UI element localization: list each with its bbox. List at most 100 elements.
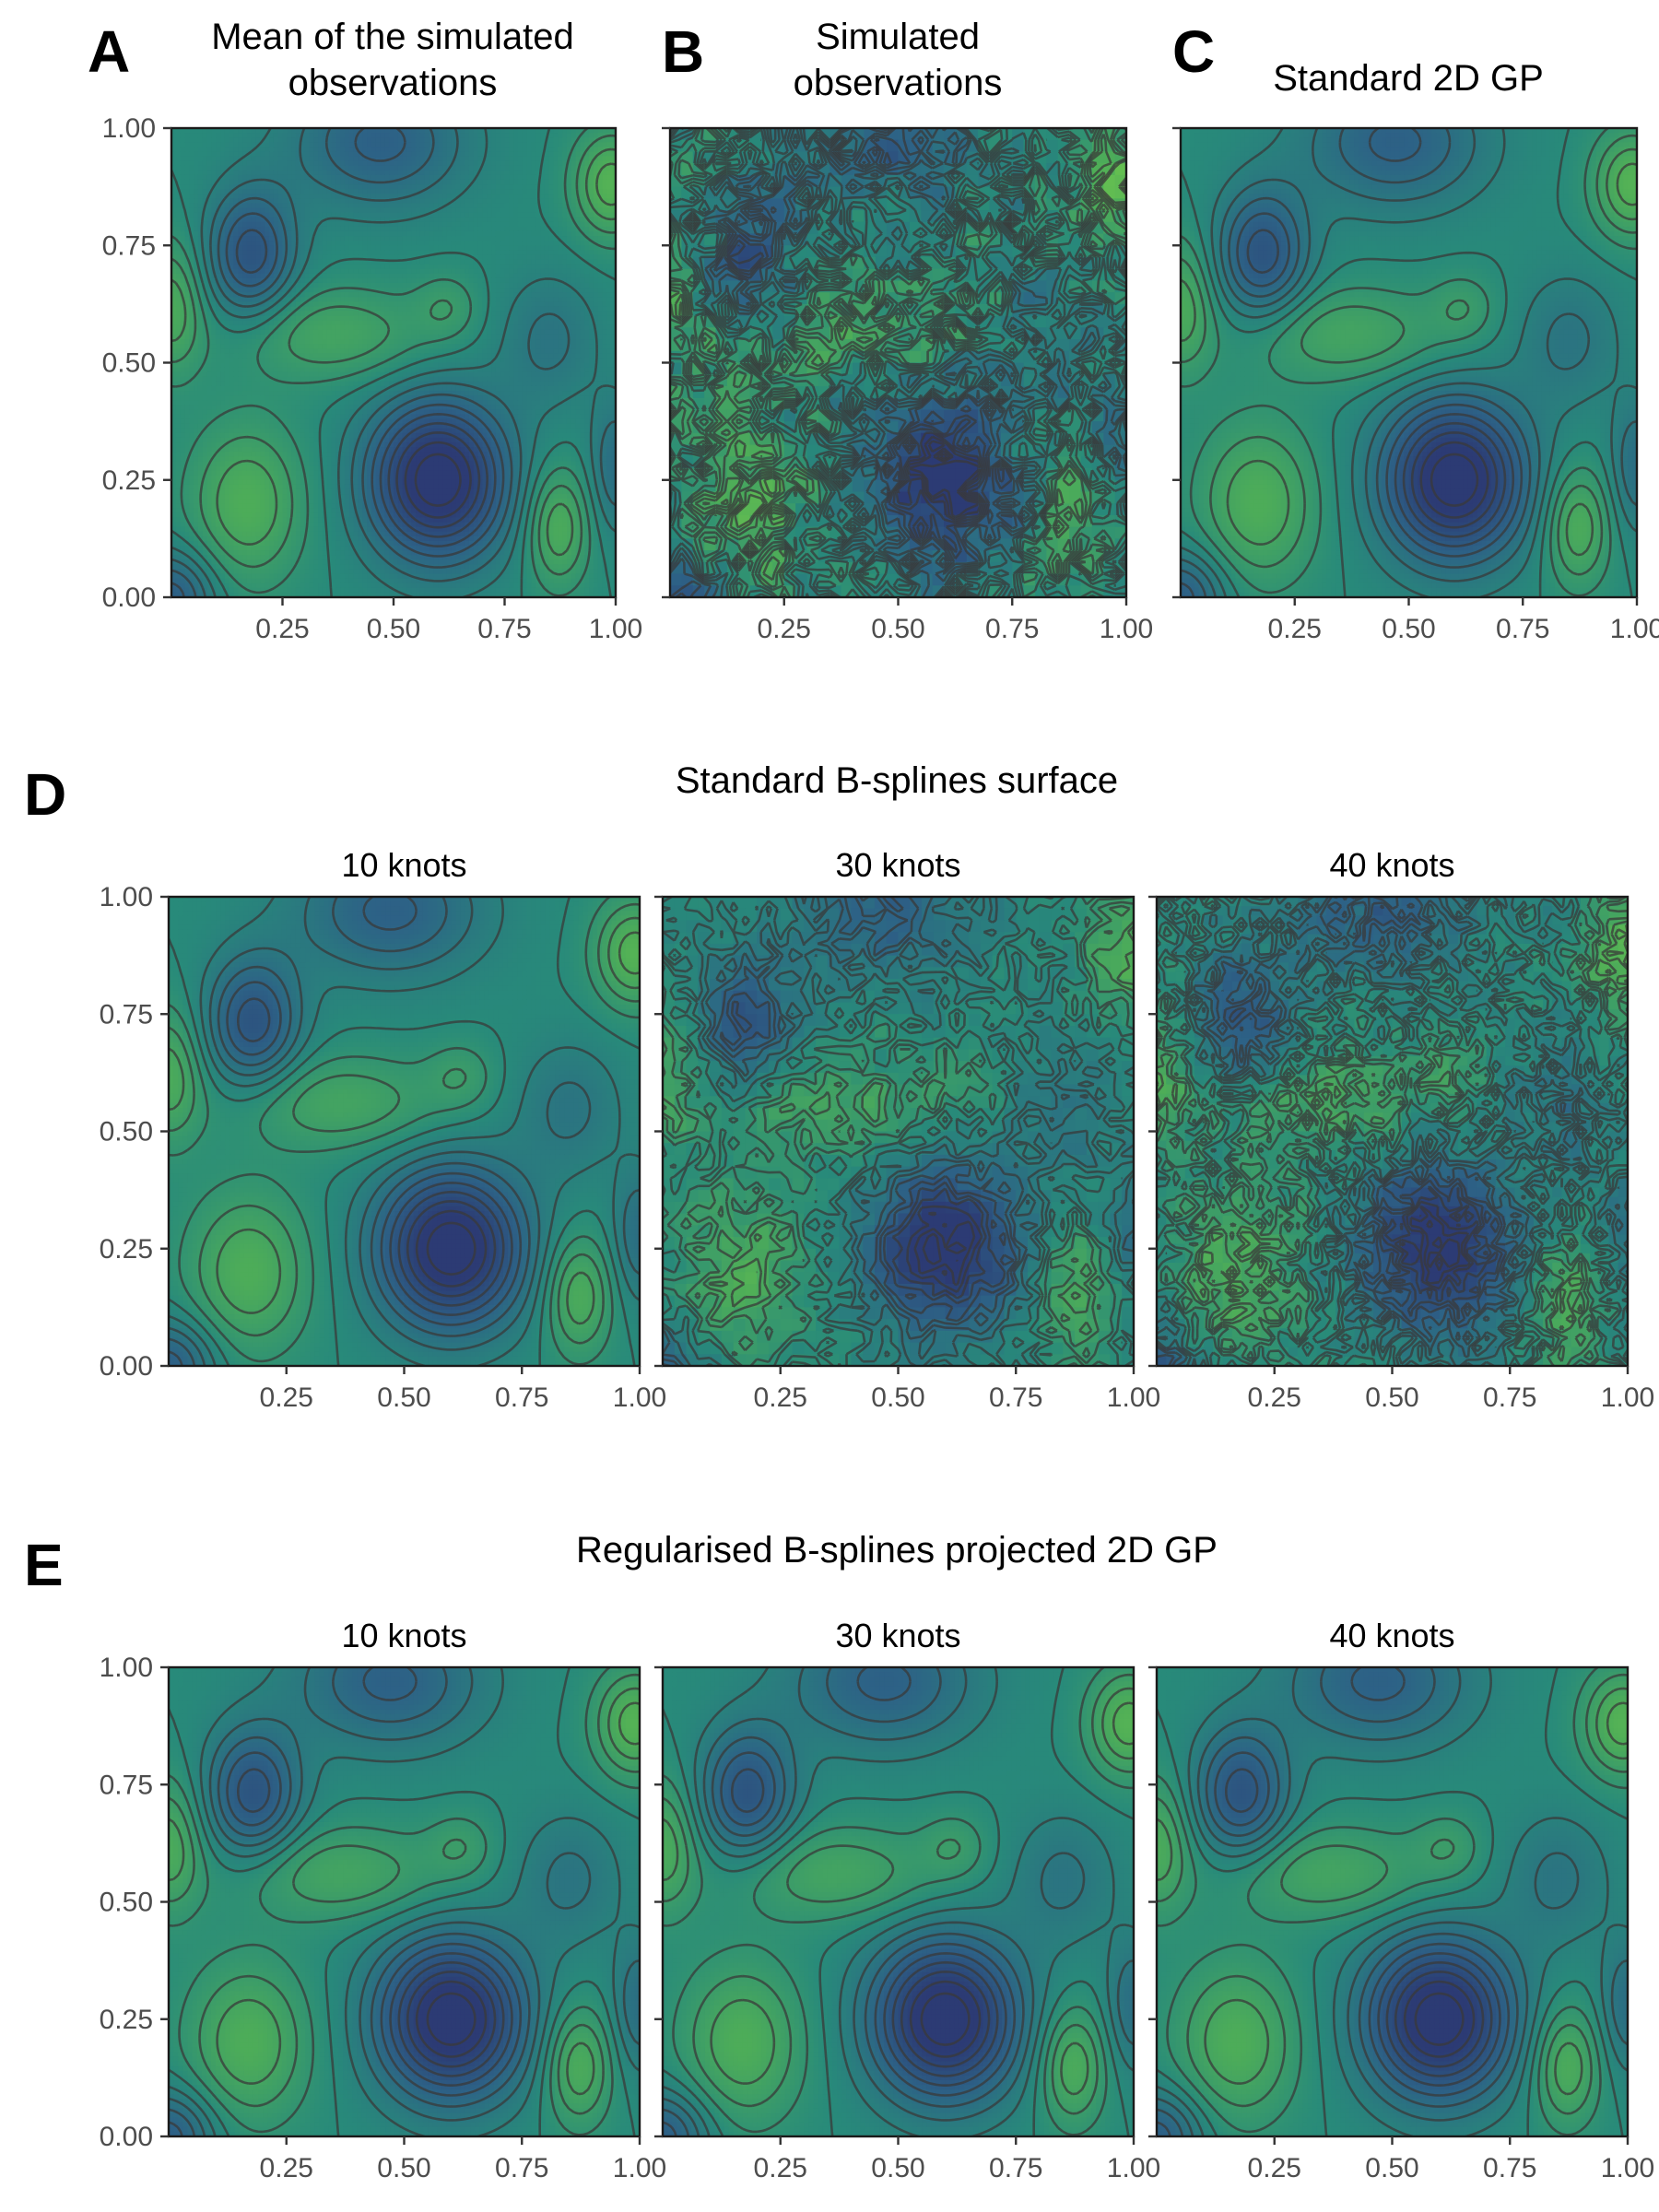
heat-cell: [318, 353, 323, 359]
heat-cell: [513, 194, 518, 199]
heat-cell: [545, 166, 549, 171]
heat-cell: [554, 344, 559, 349]
heat-cell: [606, 137, 611, 143]
heat-cell: [291, 157, 296, 162]
heat-cell: [558, 147, 562, 152]
heat-cell: [332, 137, 336, 143]
heat-cell: [576, 147, 581, 152]
heat-cell: [540, 297, 545, 302]
heat-cell: [394, 213, 398, 218]
heat-cell: [332, 335, 336, 340]
heat-cell: [500, 222, 505, 228]
heat-cell: [278, 166, 283, 171]
heat-cell: [523, 316, 527, 322]
heat-cell: [256, 171, 261, 176]
heat-cell: [606, 194, 611, 199]
heat-cell: [313, 161, 318, 167]
heat-cell: [509, 241, 513, 246]
heat-cell: [460, 142, 465, 147]
heat-cell: [416, 260, 420, 265]
heat-cell: [455, 241, 460, 246]
heat-cell: [309, 222, 313, 228]
heat-cell: [323, 339, 327, 345]
heat-cell: [274, 175, 278, 181]
heat-cell: [278, 147, 283, 152]
heat-cell: [513, 339, 518, 345]
heat-cell: [340, 213, 345, 218]
heat-cell: [567, 292, 571, 298]
heat-cell: [406, 142, 411, 147]
heat-cell: [558, 330, 562, 335]
heat-cell: [491, 344, 496, 349]
heat-cell: [465, 274, 469, 279]
heat-cell: [509, 171, 513, 176]
heat-cell: [598, 265, 603, 270]
heat-cell: [384, 274, 389, 279]
heat-cell: [394, 250, 398, 255]
heat-cell: [309, 306, 313, 312]
heat-cell: [211, 147, 216, 152]
heat-cell: [598, 236, 603, 241]
heat-cell: [362, 142, 367, 147]
heat-cell: [220, 358, 225, 363]
heat-cell: [518, 339, 523, 345]
heat-cell: [406, 250, 411, 255]
heat-cell: [447, 241, 452, 246]
heat-cell: [438, 227, 442, 232]
heat-cell: [554, 335, 559, 340]
heat-cell: [252, 297, 256, 302]
heat-cell: [278, 198, 283, 204]
heat-cell: [269, 133, 274, 138]
heat-cell: [398, 358, 403, 363]
heat-cell: [278, 353, 283, 359]
heat-cell: [406, 306, 411, 312]
heat-cell: [291, 344, 296, 349]
heat-cell: [376, 227, 381, 232]
heat-cell: [606, 213, 611, 218]
heat-cell: [558, 198, 562, 204]
heat-cell: [474, 283, 478, 288]
heat-cell: [354, 241, 359, 246]
heat-cell: [335, 330, 340, 335]
heat-cell: [305, 227, 310, 232]
heat-cell: [406, 269, 411, 275]
heat-cell: [242, 288, 247, 293]
heat-cell: [571, 292, 576, 298]
heat-cell: [433, 157, 438, 162]
heat-cell: [362, 292, 367, 298]
heat-cell: [349, 278, 354, 284]
heat-cell: [349, 208, 354, 214]
heat-cell: [500, 137, 505, 143]
heat-cell: [238, 189, 242, 194]
heat-cell: [238, 321, 242, 326]
heat-cell: [523, 194, 527, 199]
heat-cell: [313, 133, 318, 138]
heat-cell: [589, 151, 594, 157]
heat-cell: [274, 133, 278, 138]
heat-cell: [252, 358, 256, 363]
heat-cell: [247, 142, 252, 147]
heat-cell: [256, 157, 261, 162]
heat-cell: [598, 260, 603, 265]
heat-cell: [447, 321, 452, 326]
heat-cell: [194, 208, 198, 214]
heat-cell: [309, 213, 313, 218]
heat-cell: [403, 306, 407, 312]
heat-cell: [216, 358, 220, 363]
heat-cell: [531, 151, 535, 157]
heat-cell: [562, 222, 567, 228]
heat-cell: [184, 358, 189, 363]
heat-cell: [367, 241, 371, 246]
heat-cell: [603, 306, 607, 312]
heat-cell: [478, 147, 483, 152]
heat-cell: [513, 222, 518, 228]
heat-cell: [594, 301, 598, 307]
heat-cell: [345, 236, 349, 241]
heat-cell: [474, 151, 478, 157]
heat-cell: [442, 330, 447, 335]
heat-cell: [465, 358, 469, 363]
heat-cell: [416, 241, 420, 246]
heat-cell: [500, 213, 505, 218]
heat-cell: [335, 203, 340, 208]
heat-cell: [455, 222, 460, 228]
